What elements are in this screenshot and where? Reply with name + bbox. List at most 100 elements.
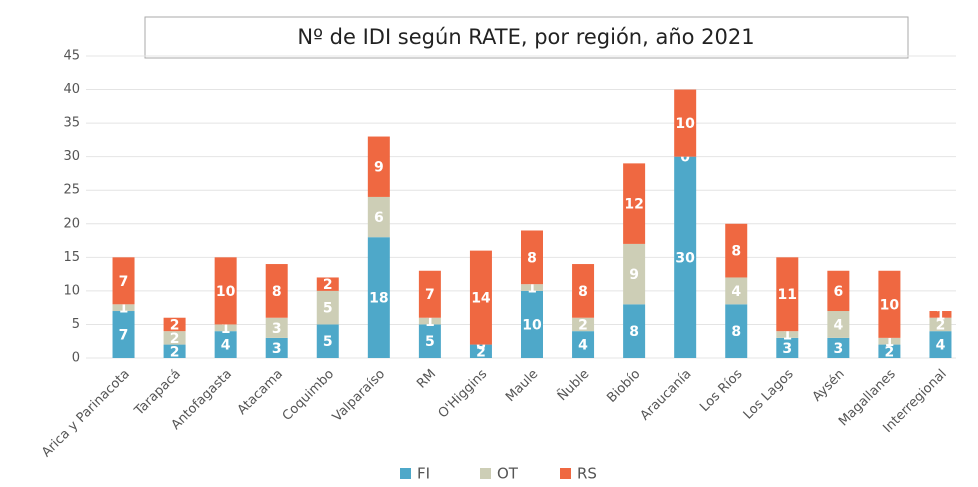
value-label: 9 (374, 160, 384, 176)
bar-segment (776, 337, 799, 358)
legend-label: OT (497, 465, 519, 483)
value-label: 2 (936, 317, 946, 333)
value-label: 8 (731, 244, 741, 260)
legend-swatch (560, 468, 571, 479)
x-tick-label: Atacama (235, 367, 286, 418)
legend-swatch (400, 468, 411, 479)
value-label: 12 (624, 197, 643, 213)
value-label: 2 (170, 344, 180, 360)
bar-segment (265, 337, 288, 358)
legend-swatch (480, 468, 491, 479)
bar-segment (469, 344, 492, 358)
value-label: 8 (272, 284, 282, 300)
bar-segment (521, 290, 543, 358)
bar-segment (214, 324, 237, 332)
bar-segment (776, 257, 799, 332)
bar-segment (214, 331, 237, 358)
y-tick-label: 20 (63, 216, 80, 231)
value-label: 14 (471, 291, 491, 307)
bar-segment (163, 331, 186, 345)
bar-segment (776, 331, 799, 338)
value-label: 0 (680, 150, 690, 166)
bar-segment (878, 337, 901, 345)
y-tick-label: 15 (63, 250, 80, 265)
bar-segment (929, 311, 952, 318)
value-label: 4 (578, 338, 588, 354)
value-label: 8 (629, 324, 639, 340)
value-label: 7 (119, 328, 129, 344)
bar-segment (572, 317, 595, 332)
bar-segment (521, 230, 543, 285)
y-tick-label: 5 (72, 317, 80, 332)
x-tick-label: O'Higgins (436, 367, 491, 422)
y-tick-label: 45 (63, 49, 80, 64)
bar-segment (418, 324, 441, 358)
bar-segment (214, 257, 237, 325)
x-tick-label: Los Lagos (741, 367, 797, 423)
bar-segment (316, 324, 339, 358)
bar-segment (112, 311, 135, 358)
bar-segment (112, 304, 135, 312)
bar-segment (163, 317, 186, 332)
value-label: 8 (578, 284, 588, 300)
value-label: 2 (170, 331, 180, 347)
y-tick-label: 35 (63, 116, 80, 131)
title-box (144, 16, 909, 59)
bar-segment (418, 317, 441, 325)
bar-segment (623, 304, 646, 358)
value-label: 1 (782, 328, 792, 344)
bar-segment (572, 331, 595, 358)
x-tick-label: Ñuble (554, 366, 592, 404)
bar-segment (163, 344, 186, 358)
bar-segment (367, 196, 390, 238)
value-label: 5 (323, 334, 333, 350)
bar-segment (316, 277, 339, 291)
value-label: 4 (221, 338, 231, 354)
value-label: 3 (272, 321, 282, 337)
bar-segment (572, 264, 595, 318)
bar-segment (265, 264, 288, 318)
y-tick-label: 10 (63, 283, 80, 298)
value-label: 1 (425, 314, 435, 330)
y-tick-label: 0 (72, 351, 80, 366)
value-label: 9 (629, 267, 639, 283)
value-label: 3 (833, 341, 843, 357)
value-label: 2 (170, 317, 180, 333)
value-label: 1 (221, 321, 231, 337)
bar-segment (725, 223, 748, 278)
value-label: 1 (119, 301, 129, 317)
bar-segment (827, 270, 850, 312)
legend-label: FI (417, 465, 430, 483)
value-label: 10 (216, 284, 236, 300)
value-label: 5 (323, 301, 333, 317)
x-tick-label: Aysén (810, 367, 848, 405)
bar-segment (623, 243, 646, 305)
bar-segment (521, 284, 543, 291)
value-label: 10 (675, 116, 695, 132)
value-label: 18 (369, 291, 388, 307)
value-label: 0 (476, 338, 486, 354)
value-label: 4 (731, 284, 741, 300)
y-tick-label: 30 (63, 149, 80, 164)
value-label: 10 (880, 297, 900, 313)
value-label: 8 (527, 250, 537, 266)
value-label: 6 (374, 210, 384, 226)
bar-segment (418, 270, 441, 318)
x-tick-label: Tarapacá (131, 367, 184, 420)
value-label: 1 (885, 334, 895, 350)
x-tick-label: Araucanía (638, 367, 695, 424)
value-label: 2 (885, 344, 895, 360)
x-tick-label: Arica y Parinacota (39, 367, 133, 461)
value-label: 8 (731, 324, 741, 340)
value-label: 6 (833, 284, 843, 300)
value-label: 10 (522, 317, 542, 333)
value-label: 4 (936, 338, 946, 354)
value-label: 30 (675, 250, 695, 266)
bar-segment (112, 257, 135, 305)
x-tick-label: RM (414, 367, 439, 392)
bar-segment (469, 250, 492, 345)
bar-segment (674, 89, 697, 157)
bar-segment (623, 163, 646, 244)
bar-segment (367, 136, 390, 197)
